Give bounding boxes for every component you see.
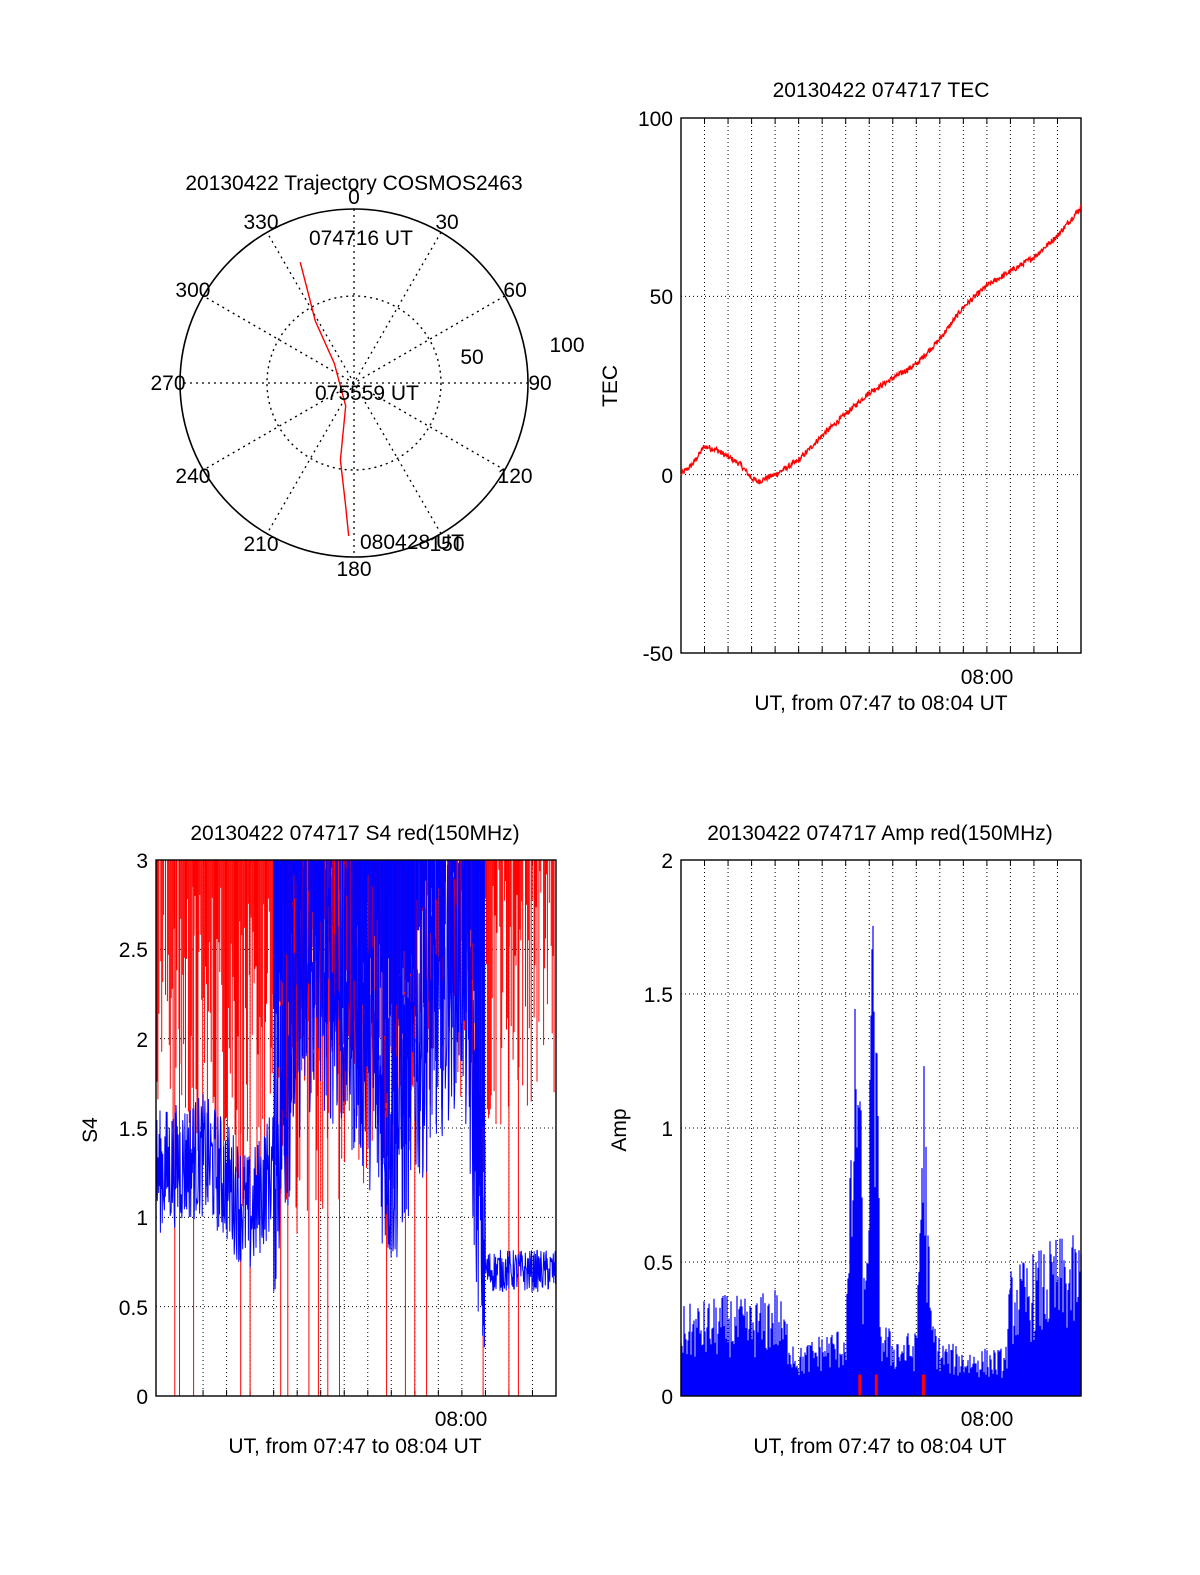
s4-ytick-0-5: 0.5	[119, 1297, 148, 1320]
polar-azimuth-label-60: 60	[503, 279, 526, 302]
tec-ylabel: TEC	[599, 365, 622, 407]
polar-azimuth-label-30: 30	[435, 211, 458, 234]
tec-ytick-neg50: -50	[643, 643, 673, 666]
s4-ytick-1: 1	[136, 1207, 148, 1230]
polar-title: 20130422 Trajectory COSMOS2463	[185, 172, 522, 195]
tec-title: 20130422 074717 TEC	[773, 79, 990, 102]
amp-ytick-1-5: 1.5	[644, 984, 673, 1007]
tec-ytick-100: 100	[638, 108, 673, 131]
amp-plot-frame	[680, 859, 1082, 1397]
polar-radius-label-50: 50	[460, 346, 483, 369]
tec-panel: 20130422 074717 TEC -50 0 50 100 08:00 U…	[599, 79, 1082, 715]
tec-grid	[681, 118, 1081, 653]
amp-ytick-1: 1	[661, 1118, 673, 1141]
tec-xtick-0800: 08:00	[961, 666, 1014, 689]
polar-azimuth-label-180: 180	[336, 558, 371, 581]
amp-xlabel: UT, from 07:47 to 08:04 UT	[753, 1435, 1006, 1458]
amp-blue-series	[680, 925, 1082, 1396]
trajectory-label-start: 074716 UT	[309, 227, 413, 250]
polar-azimuth-label-240: 240	[175, 465, 210, 488]
amp-panel: 20130422 074717 Amp red(150MHz) 0 0.5 1 …	[608, 822, 1082, 1458]
tec-ytick-50: 50	[650, 286, 673, 309]
s4-ytick-0: 0	[136, 1386, 148, 1409]
polar-spokes	[180, 209, 528, 557]
s4-ytick-1-5: 1.5	[119, 1118, 148, 1141]
polar-inner-circle	[266, 295, 442, 471]
polar-azimuth-label-150: 150	[429, 533, 464, 556]
amp-red-series	[858, 1374, 925, 1396]
polar-azimuth-label-300: 300	[175, 279, 210, 302]
polar-azimuth-label-270: 270	[150, 372, 185, 395]
trajectory-label-end: 080428 UT	[360, 531, 464, 554]
amp-xtick-0800: 08:00	[961, 1408, 1014, 1431]
tec-ytick-0: 0	[661, 465, 673, 488]
s4-xlabel: UT, from 07:47 to 08:04 UT	[228, 1435, 481, 1458]
tec-series-line	[680, 204, 1082, 485]
s4-ylabel: S4	[79, 1117, 102, 1143]
polar-azimuth-label-0: 0	[348, 186, 360, 209]
s4-panel: 20130422 074717 S4 red(150MHz) 0 0.5 1 1…	[79, 822, 557, 1458]
s4-title: 20130422 074717 S4 red(150MHz)	[190, 822, 519, 845]
polar-spoke-150	[266, 231, 442, 535]
s4-plot-frame	[155, 859, 557, 1397]
amp-ytick-0: 0	[661, 1386, 673, 1409]
tec-xlabel: UT, from 07:47 to 08:04 UT	[754, 692, 1007, 715]
amp-grid	[681, 860, 1081, 1396]
s4-ytick-3: 3	[136, 850, 148, 873]
s4-xtick-0800: 08:00	[435, 1408, 488, 1431]
polar-panel: 20130422 Trajectory COSMOS2463 0 30 60 90 12…	[150, 172, 584, 581]
amp-ylabel: Amp	[608, 1108, 631, 1151]
trajectory-label-mid: 075559 UT	[315, 382, 419, 405]
s4-ytick-2-5: 2.5	[119, 939, 148, 962]
amp-ytick-0-5: 0.5	[644, 1252, 673, 1275]
polar-azimuth-label-90: 90	[528, 372, 551, 395]
tec-plot-frame	[680, 117, 1082, 654]
polar-azimuth-label-120: 120	[498, 465, 533, 488]
polar-azimuth-label-330: 330	[243, 211, 278, 234]
s4-blue-series-line	[155, 859, 557, 1348]
polar-trajectory-line	[299, 262, 350, 537]
polar-azimuth-labels: 0 30 60 90 120 150 180 210 240 270 300 330	[150, 186, 551, 581]
s4-ytick-2: 2	[136, 1029, 148, 1052]
polar-azimuth-label-210: 210	[243, 533, 278, 556]
amp-title: 20130422 074717 Amp red(150MHz)	[707, 822, 1053, 845]
amp-ytick-2: 2	[661, 850, 673, 873]
polar-radius-label-100: 100	[549, 334, 584, 357]
